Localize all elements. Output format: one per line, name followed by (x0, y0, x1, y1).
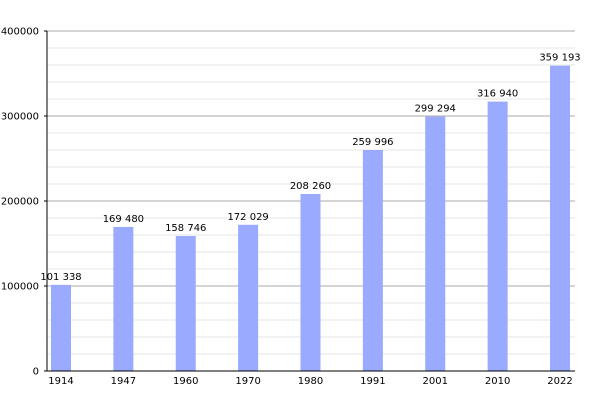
x-tick-label-1947: 1947 (111, 376, 136, 387)
bar-1914 (51, 284, 71, 371)
data-label-1960: 158 746 (165, 223, 206, 234)
x-tick-label-1970: 1970 (235, 376, 260, 387)
data-labels: 101 338 169 480 158 746 172 029 208 260 259 9… (40, 53, 580, 283)
bar-1970 (238, 224, 259, 371)
axes (44, 30, 575, 372)
bar-1991 (362, 150, 383, 371)
x-tick-label-1980: 1980 (298, 376, 323, 387)
bar-1960 (175, 236, 196, 371)
x-tick-labels: 1914 1947 1960 1970 1980 1991 2001 2010 2022 (48, 376, 572, 387)
x-tick-label-1914: 1914 (48, 376, 73, 387)
x-tick-label-2010: 2010 (485, 376, 510, 387)
y-tick-label-400000: 400000 (1, 27, 39, 38)
x-tick-label-1991: 1991 (360, 376, 385, 387)
data-label-1970: 172 029 (227, 212, 268, 223)
data-label-1980: 208 260 (290, 181, 331, 192)
bar-2010 (487, 101, 508, 371)
y-tick-label-300000: 300000 (1, 112, 39, 123)
x-tick-label-1960: 1960 (173, 376, 198, 387)
bar-2022 (550, 65, 570, 372)
y-tick-label-200000: 200000 (1, 197, 39, 208)
data-label-1914: 101 338 (40, 272, 81, 283)
x-tick-label-2022: 2022 (547, 376, 572, 387)
bars (51, 65, 570, 372)
data-label-1991: 259 996 (352, 137, 393, 148)
x-tick-label-2001: 2001 (423, 376, 448, 387)
bar-1947 (113, 226, 134, 371)
data-label-2001: 299 294 (415, 104, 456, 115)
y-tick-label-0: 0 (33, 367, 39, 378)
bar-2001 (425, 116, 446, 371)
data-label-1947: 169 480 (103, 214, 144, 225)
data-label-2010: 316 940 (477, 89, 518, 100)
y-tick-labels: 0 100000 200000 300000 400000 (1, 27, 39, 378)
y-tick-label-100000: 100000 (1, 282, 39, 293)
bar-1980 (300, 193, 321, 371)
data-label-2022: 359 193 (539, 53, 580, 64)
